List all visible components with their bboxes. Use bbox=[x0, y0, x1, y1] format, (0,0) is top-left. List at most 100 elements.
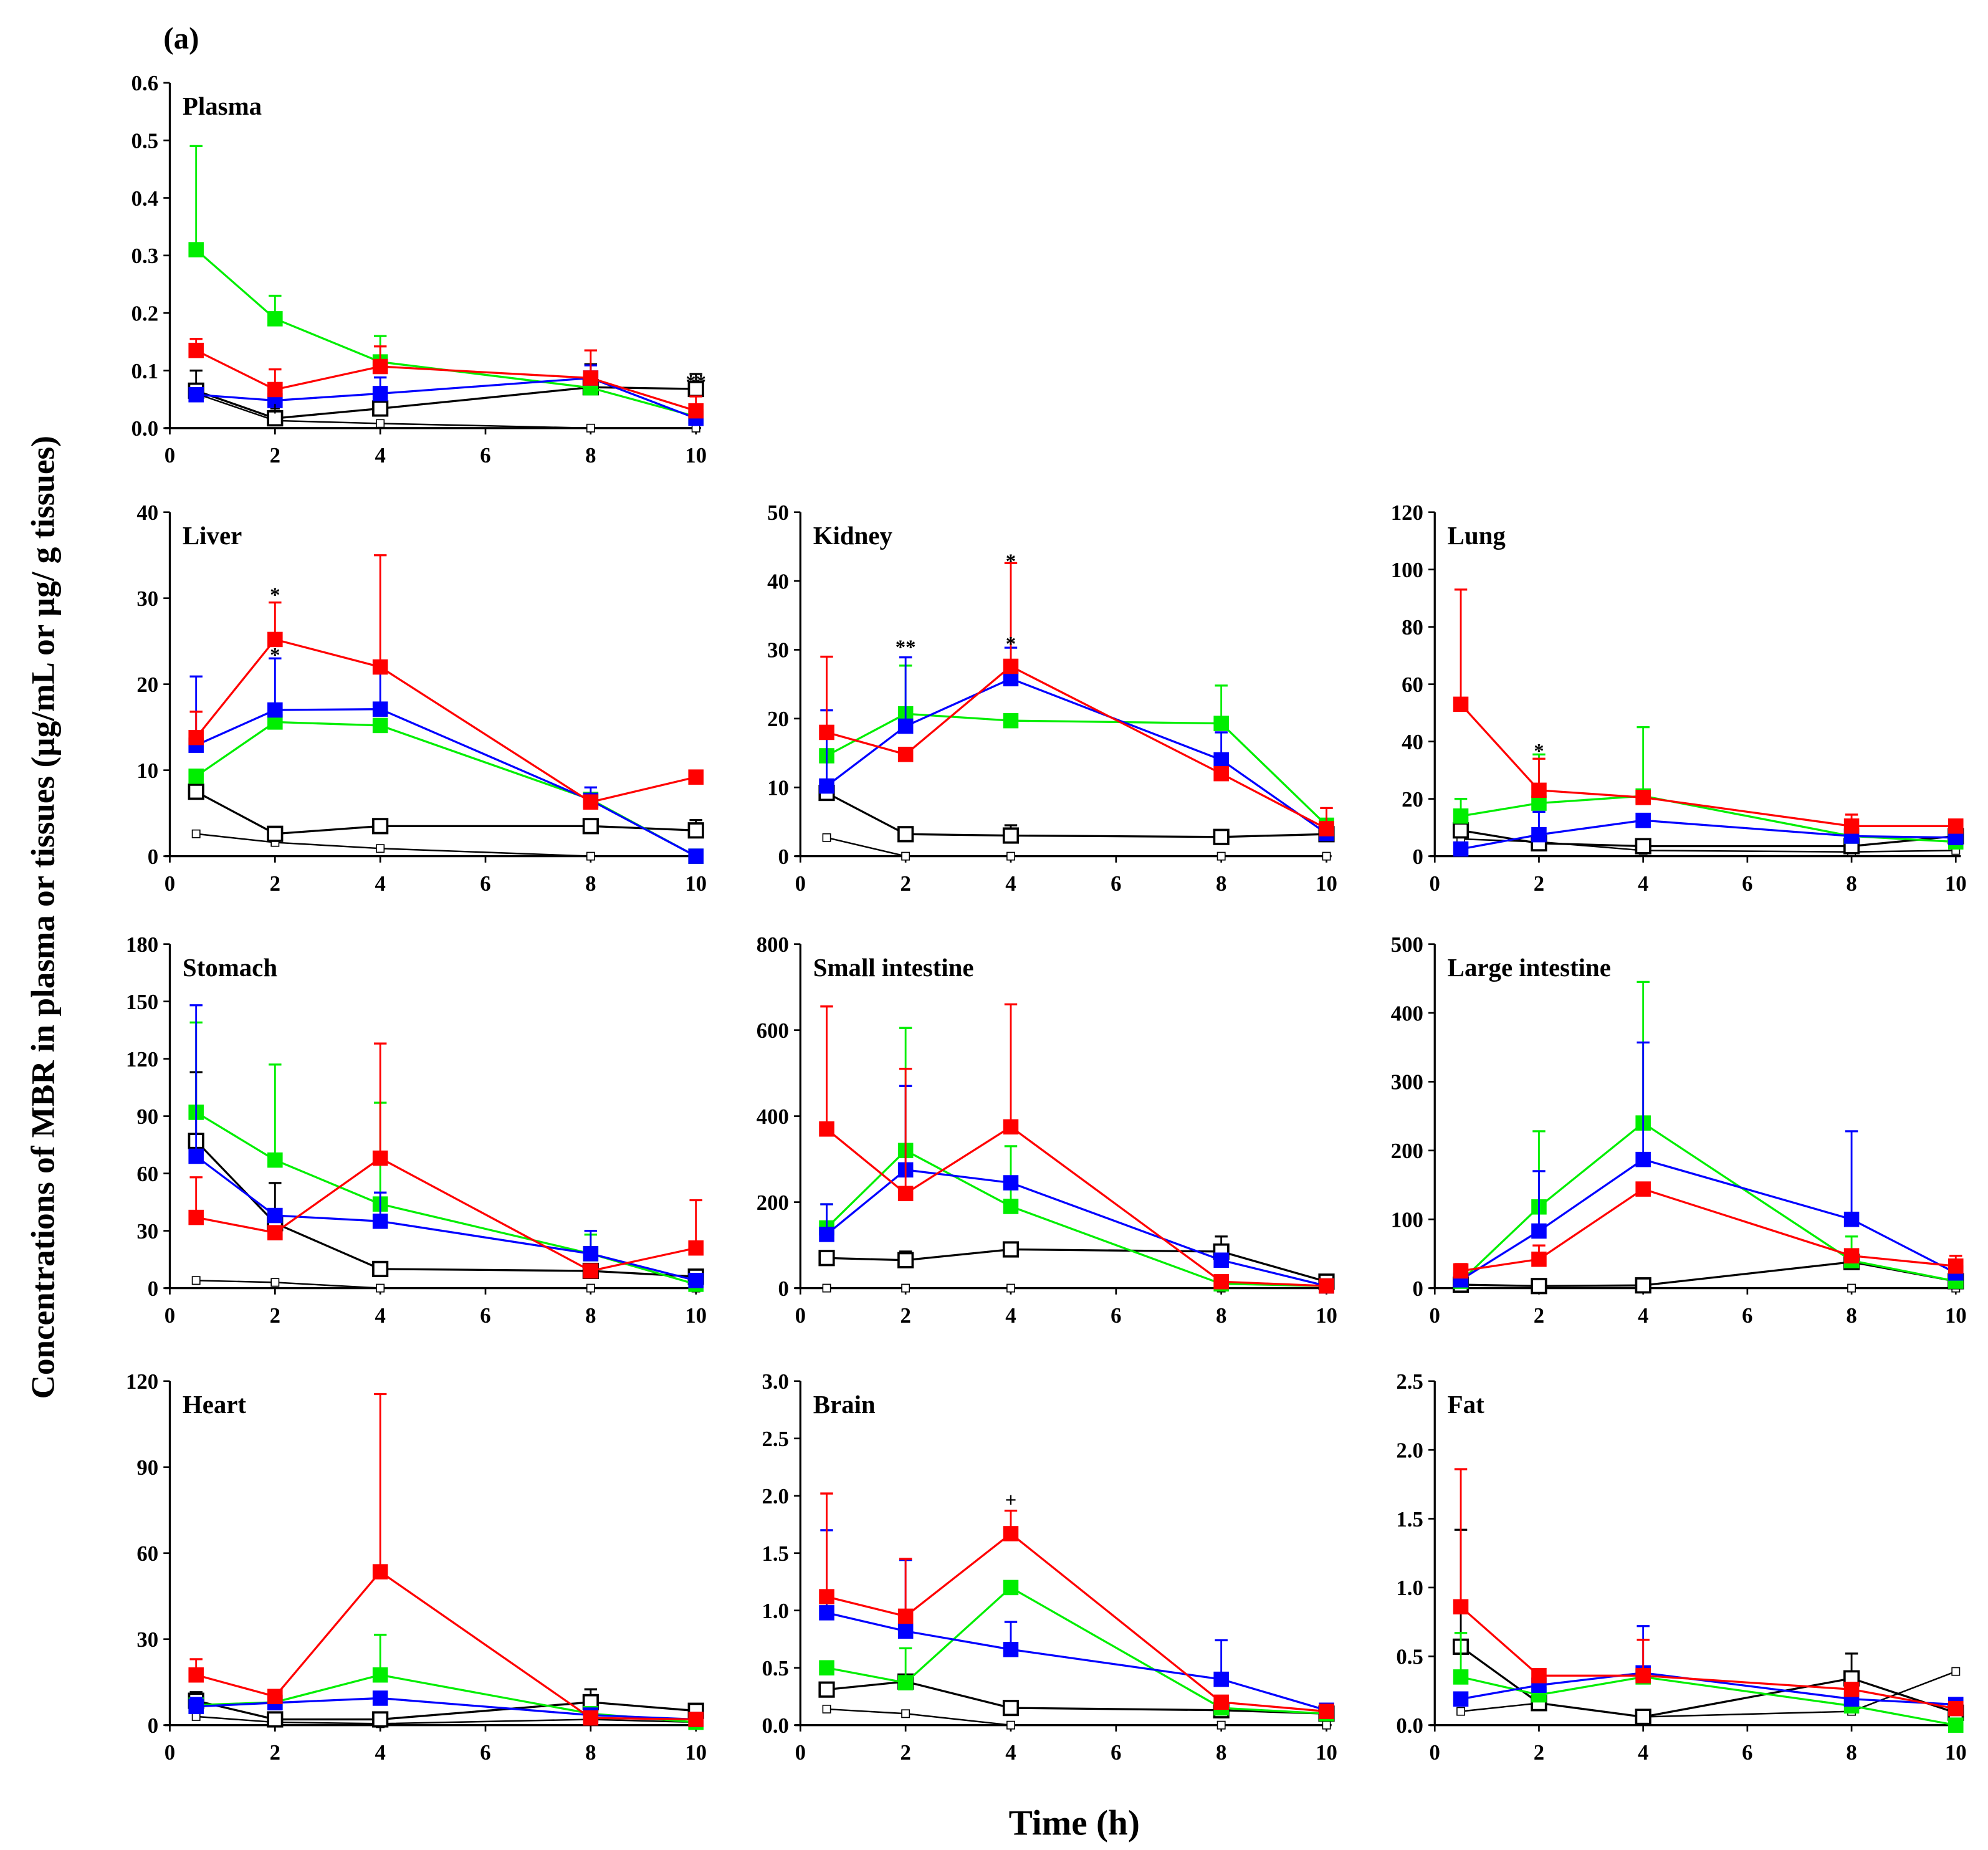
data-point bbox=[1635, 1277, 1651, 1294]
data-point bbox=[688, 1273, 704, 1288]
y-tick-label: 300 bbox=[1391, 1070, 1423, 1095]
x-tick-label: 6 bbox=[1111, 871, 1121, 896]
y-tick-label: 0.6 bbox=[131, 71, 158, 95]
x-tick-label: 8 bbox=[1846, 1303, 1857, 1328]
data-point bbox=[687, 822, 704, 839]
y-tick-label: 20 bbox=[767, 707, 789, 731]
x-tick-label: 4 bbox=[1005, 1740, 1016, 1765]
y-tick-label: 0.0 bbox=[131, 416, 158, 441]
data-point bbox=[688, 1240, 704, 1256]
x-tick-label: 2 bbox=[900, 1303, 910, 1328]
series-3 bbox=[188, 363, 704, 427]
y-tick-label: 60 bbox=[136, 1162, 158, 1186]
y-tick-label: 120 bbox=[126, 1047, 158, 1071]
x-tick-label: 4 bbox=[375, 871, 385, 896]
data-point bbox=[901, 851, 910, 861]
x-tick-label: 6 bbox=[480, 1740, 490, 1765]
data-point bbox=[1003, 1641, 1019, 1657]
significance-marker: + bbox=[269, 398, 281, 421]
y-tick-label: 90 bbox=[136, 1455, 158, 1480]
series-3 bbox=[188, 1071, 704, 1285]
data-point bbox=[372, 1667, 388, 1683]
y-tick-label: 30 bbox=[767, 638, 789, 663]
x-tick-label: 2 bbox=[1534, 1740, 1544, 1765]
significance-marker: * bbox=[1006, 633, 1016, 656]
significance-marker: * bbox=[270, 645, 280, 667]
data-point bbox=[267, 1207, 283, 1224]
series-1 bbox=[819, 664, 1334, 833]
y-tick-label: 1.5 bbox=[762, 1541, 788, 1566]
data-point bbox=[1531, 1278, 1547, 1295]
y-tick-label: 500 bbox=[1391, 932, 1423, 957]
data-point bbox=[822, 1704, 831, 1713]
y-tick-label: 0.4 bbox=[131, 186, 158, 211]
series-3 bbox=[818, 1235, 1335, 1290]
data-point bbox=[1213, 716, 1229, 731]
x-tick-label: 0 bbox=[165, 1303, 175, 1328]
y-tick-label: 60 bbox=[1402, 673, 1423, 697]
panel-title: Brain bbox=[813, 1391, 876, 1419]
y-tick-label: 0.5 bbox=[1396, 1645, 1423, 1669]
y-tick-label: 1.0 bbox=[762, 1599, 788, 1623]
series-0 bbox=[1453, 1468, 1964, 1717]
data-point bbox=[1531, 1223, 1547, 1239]
data-point bbox=[819, 1660, 834, 1675]
x-tick-label: 0 bbox=[1430, 1303, 1440, 1328]
x-tick-label: 2 bbox=[900, 1740, 910, 1765]
data-point bbox=[1635, 812, 1651, 828]
data-point bbox=[1213, 752, 1229, 768]
x-tick-label: 2 bbox=[900, 871, 910, 896]
y-tick-label: 0 bbox=[778, 845, 789, 869]
x-tick-label: 0 bbox=[795, 1303, 806, 1328]
x-tick-label: 6 bbox=[480, 1303, 490, 1328]
data-point bbox=[586, 851, 595, 861]
data-point bbox=[1003, 1175, 1019, 1191]
x-tick-label: 10 bbox=[1316, 1303, 1337, 1328]
data-point bbox=[1453, 1599, 1469, 1615]
data-point bbox=[897, 1608, 914, 1624]
data-point bbox=[897, 1252, 914, 1268]
data-point bbox=[1003, 658, 1019, 674]
data-point bbox=[372, 659, 388, 675]
y-tick-label: 20 bbox=[1402, 787, 1423, 812]
data-point bbox=[583, 794, 599, 810]
data-point bbox=[267, 311, 283, 327]
series-2 bbox=[1453, 810, 1964, 857]
panel-plasma: 0.0 0.1 0.2 0.3 0.4 0.5 0.6 0 2 4 6 8 10 Plasma + ** bbox=[131, 71, 707, 467]
x-tick-label: 10 bbox=[1316, 1740, 1337, 1765]
series-2 bbox=[188, 1004, 704, 1288]
y-tick-label: 60 bbox=[136, 1541, 158, 1566]
data-point bbox=[1319, 821, 1334, 836]
data-point bbox=[188, 1667, 204, 1683]
x-tick-label: 6 bbox=[480, 443, 490, 467]
panel-title: Large intestine bbox=[1448, 954, 1611, 982]
data-point bbox=[376, 844, 385, 853]
y-tick-label: 400 bbox=[757, 1105, 789, 1129]
series-4 bbox=[191, 829, 700, 861]
x-tick-label: 0 bbox=[1430, 871, 1440, 896]
data-point bbox=[267, 825, 284, 842]
figure-label: (a) bbox=[163, 21, 199, 55]
data-point bbox=[372, 1150, 388, 1166]
data-point bbox=[1002, 1241, 1020, 1258]
y-tick-label: 2.5 bbox=[762, 1427, 788, 1451]
y-axis-label: Concentrations of MBR in plasma or tissu… bbox=[25, 436, 61, 1399]
data-point bbox=[372, 1564, 388, 1579]
x-axis-label: Time (h) bbox=[1009, 1803, 1140, 1843]
data-point bbox=[372, 400, 389, 417]
y-tick-label: 0.2 bbox=[131, 301, 158, 325]
data-point bbox=[1003, 712, 1019, 729]
data-point bbox=[1003, 1579, 1019, 1596]
data-point bbox=[1453, 1669, 1469, 1685]
data-point bbox=[1453, 841, 1469, 857]
data-point bbox=[897, 1675, 914, 1690]
x-tick-label: 10 bbox=[1316, 871, 1337, 896]
y-tick-label: 3.0 bbox=[762, 1369, 788, 1394]
data-point bbox=[1635, 790, 1651, 805]
data-point bbox=[1006, 1283, 1015, 1293]
y-tick-label: 0 bbox=[778, 1277, 789, 1301]
data-point bbox=[188, 1699, 204, 1715]
y-tick-label: 200 bbox=[757, 1191, 789, 1215]
y-tick-label: 50 bbox=[767, 501, 789, 525]
panel-brain: 0.0 0.5 1.0 1.5 2.0 2.5 3.0 0 2 4 6 8 10 Brain + bbox=[762, 1369, 1337, 1765]
